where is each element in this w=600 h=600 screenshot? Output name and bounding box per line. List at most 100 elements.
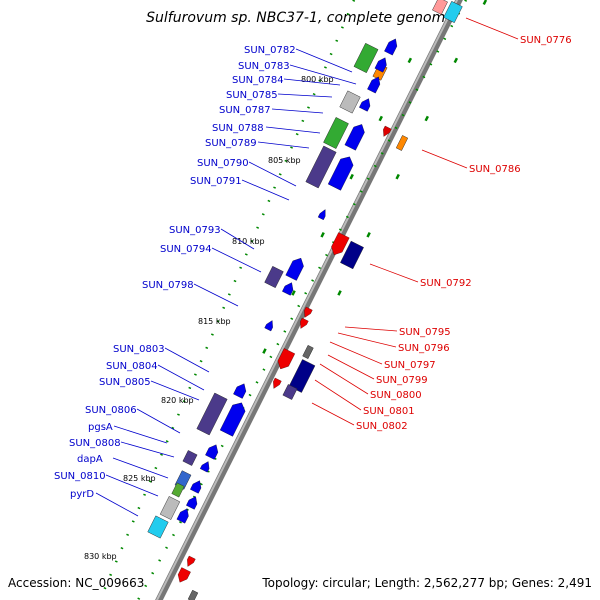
gene-arrow xyxy=(233,383,247,399)
gene-block xyxy=(340,240,364,270)
tick-label: 805 kbp xyxy=(268,156,301,165)
gene-block xyxy=(264,265,284,289)
gene-arrow-shape xyxy=(186,496,198,510)
gene-label-dapa[interactable]: dapA xyxy=(77,454,103,465)
leader-line-forward xyxy=(257,141,310,149)
gene-label-sun-0796[interactable]: SUN_0796 xyxy=(398,343,450,354)
gene-label-pgsa[interactable]: pgsA xyxy=(88,422,113,433)
gene-arrow-shape xyxy=(367,76,381,94)
gene-block xyxy=(171,482,185,498)
tick-label: 815 kbp xyxy=(198,317,231,326)
leader-line-forward xyxy=(277,93,333,98)
leader-line-forward xyxy=(150,380,200,401)
leader-line-forward xyxy=(220,228,255,250)
gene-arrow xyxy=(317,209,326,221)
gene-arrow-reverse-shape xyxy=(277,348,296,370)
gene-arrow-shape xyxy=(205,444,219,460)
gene-arrow xyxy=(282,282,294,296)
gene-label-sun-0799[interactable]: SUN_0799 xyxy=(376,375,428,386)
leader-line-reverse xyxy=(465,17,519,40)
gene-block-shape xyxy=(353,42,379,74)
gene-label-sun-0805[interactable]: SUN_0805 xyxy=(99,377,151,388)
gene-label-sun-0788[interactable]: SUN_0788 xyxy=(212,123,264,134)
leader-line-forward xyxy=(289,64,357,85)
gene-arrow-shape xyxy=(282,282,294,296)
gene-label-sun-0794[interactable]: SUN_0794 xyxy=(160,244,212,255)
gene-label-sun-0783[interactable]: SUN_0783 xyxy=(238,61,290,72)
genome-backbone xyxy=(155,0,463,600)
gene-label-sun-0806[interactable]: SUN_0806 xyxy=(85,405,137,416)
leader-line-forward xyxy=(248,161,297,187)
gene-label-pyrd[interactable]: pyrD xyxy=(70,489,94,500)
gene-label-sun-0808[interactable]: SUN_0808 xyxy=(69,438,121,449)
gene-label-sun-0797[interactable]: SUN_0797 xyxy=(384,360,436,371)
gene-arrow-reverse-shape xyxy=(187,555,196,567)
forward-gene-labels: SUN_0782 SUN_0783 SUN_0784 SUN_0785 SUN_… xyxy=(54,45,296,500)
gene-block-shape xyxy=(147,515,169,539)
gene-arrow-shape xyxy=(285,257,304,281)
gene-label-sun-0792[interactable]: SUN_0792 xyxy=(420,278,472,289)
gene-block xyxy=(302,345,314,359)
leader-line-forward xyxy=(95,492,139,517)
gene-label-sun-0798[interactable]: SUN_0798 xyxy=(142,280,194,291)
gene-track xyxy=(147,0,463,600)
reverse-gene-labels: SUN_0776 SUN_0786 SUN_0792 SUN_0795 SUN_… xyxy=(356,35,572,432)
gene-arrow xyxy=(367,76,381,94)
gene-label-sun-0790[interactable]: SUN_0790 xyxy=(197,158,249,169)
gene-block-shape xyxy=(159,496,181,520)
gene-block xyxy=(339,90,361,114)
feature-dot-tracks xyxy=(98,0,488,600)
gene-label-sun-0785[interactable]: SUN_0785 xyxy=(226,90,278,101)
gene-label-sun-0804[interactable]: SUN_0804 xyxy=(106,361,158,372)
leader-line-forward xyxy=(157,364,205,391)
gene-arrow-reverse-shape xyxy=(383,125,392,137)
gene-label-sun-0800[interactable]: SUN_0800 xyxy=(370,390,422,401)
gene-label-sun-0795[interactable]: SUN_0795 xyxy=(399,327,451,338)
leader-line-forward xyxy=(120,441,175,458)
leader-line-forward xyxy=(241,179,290,201)
tick-label: 825 kbp xyxy=(123,474,156,483)
gene-block-shape xyxy=(395,135,409,151)
gene-label-sun-0784[interactable]: SUN_0784 xyxy=(232,75,284,86)
gene-label-sun-0786[interactable]: SUN_0786 xyxy=(469,164,521,175)
gene-label-sun-0803[interactable]: SUN_0803 xyxy=(113,344,165,355)
gene-label-sun-0802[interactable]: SUN_0802 xyxy=(356,421,408,432)
gene-label-sun-0787[interactable]: SUN_0787 xyxy=(219,105,271,116)
leader-line-forward xyxy=(112,457,169,479)
leader-line-forward xyxy=(164,347,210,373)
gene-arrow xyxy=(374,57,387,73)
gene-label-sun-0776[interactable]: SUN_0776 xyxy=(520,35,572,46)
gene-label-sun-0793[interactable]: SUN_0793 xyxy=(169,225,221,236)
leader-line-reverse xyxy=(337,332,397,348)
gene-arrow-reverse-shape xyxy=(304,306,313,318)
gene-label-sun-0810[interactable]: SUN_0810 xyxy=(54,471,106,482)
gene-label-sun-0791[interactable]: SUN_0791 xyxy=(190,176,242,187)
leader-line-forward xyxy=(211,247,262,273)
gene-arrow-reverse xyxy=(383,125,392,137)
gene-block-shape xyxy=(182,450,198,466)
label-leader-lines xyxy=(95,17,519,517)
tick-label: 830 kbp xyxy=(84,552,117,561)
gene-label-sun-0801[interactable]: SUN_0801 xyxy=(363,406,415,417)
gene-arrow xyxy=(285,257,304,281)
leader-line-reverse xyxy=(327,354,375,380)
gene-arrow-reverse xyxy=(187,555,196,567)
gene-arrow-shape xyxy=(327,156,354,191)
gene-arrow xyxy=(264,320,273,332)
gene-block xyxy=(187,589,199,600)
gene-arrow xyxy=(176,508,189,524)
gene-arrow-reverse xyxy=(273,377,282,389)
gene-arrow-reverse xyxy=(300,317,309,329)
gene-block xyxy=(282,384,298,400)
accession-text: Accession: NC_009663 xyxy=(8,576,144,590)
gene-arrow xyxy=(199,461,210,473)
gene-label-sun-0782[interactable]: SUN_0782 xyxy=(244,45,296,56)
leader-line-forward xyxy=(271,108,324,114)
gene-arrow-shape xyxy=(176,508,189,524)
gene-arrow-reverse-shape xyxy=(300,317,309,329)
gene-arrow xyxy=(384,38,398,56)
gene-block xyxy=(353,42,379,74)
gene-label-sun-0789[interactable]: SUN_0789 xyxy=(205,138,257,149)
gene-block-shape xyxy=(282,384,298,400)
